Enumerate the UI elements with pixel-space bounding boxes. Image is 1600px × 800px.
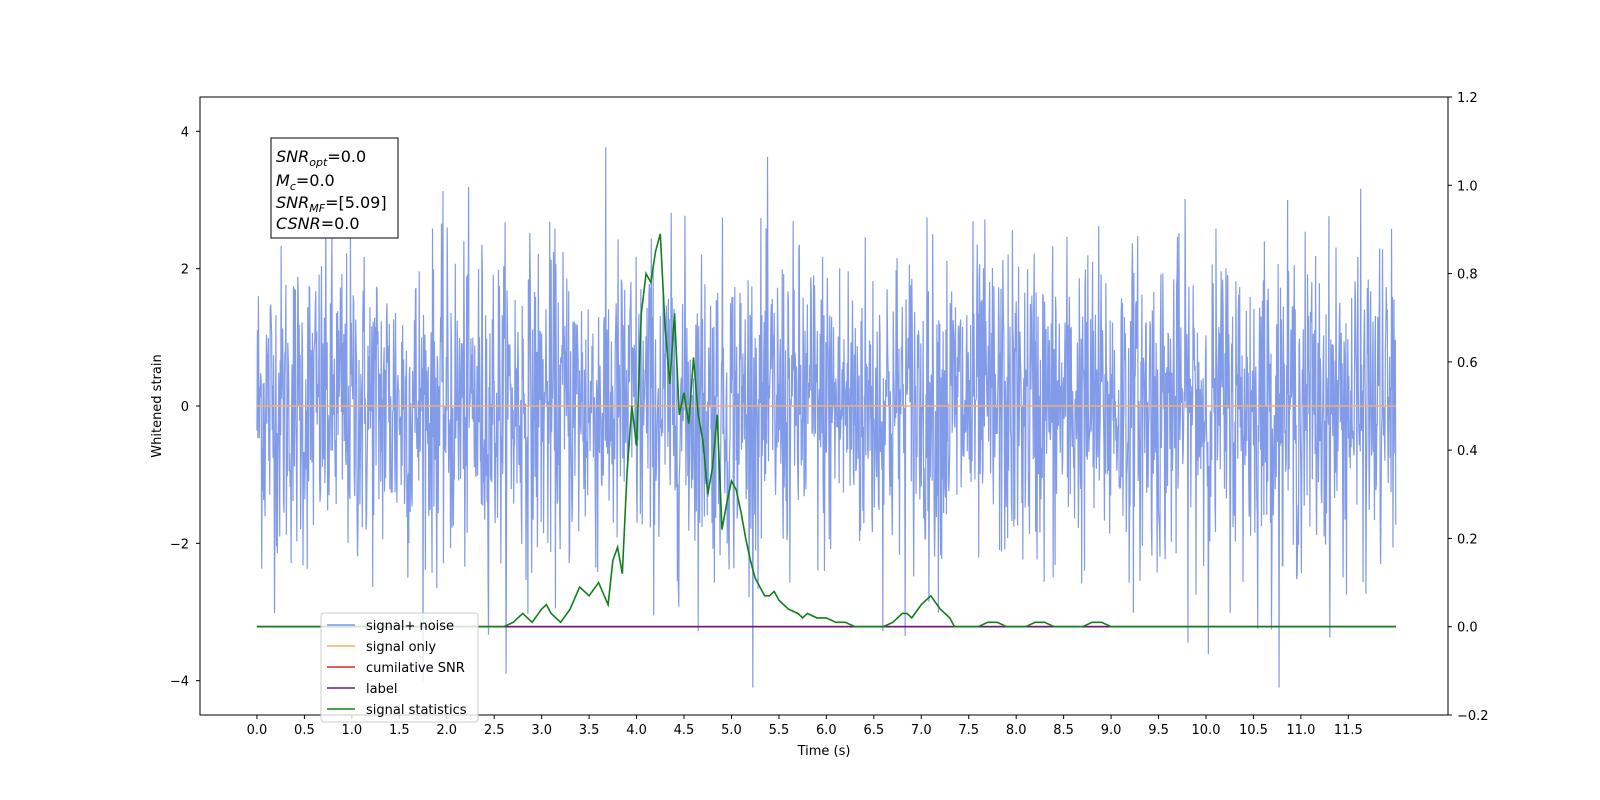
svg-text:SNRMF=[5.09]: SNRMF=[5.09]	[276, 193, 387, 215]
snr-opt-main: SNR	[276, 147, 309, 166]
legend-label: signal+ noise	[366, 619, 454, 634]
mc-sub: c	[290, 180, 296, 193]
x-tick-label: 5.0	[721, 723, 742, 738]
legend-label: cumilative SNR	[366, 661, 465, 676]
x-tick-label: 10.5	[1239, 723, 1268, 738]
x-tick-label: 4.0	[626, 723, 647, 738]
x-tick-label: 0.0	[247, 723, 268, 738]
x-tick-label: 11.0	[1286, 723, 1315, 738]
y-tick-label: 4	[181, 125, 189, 140]
snr-mf-sub: MF	[309, 202, 325, 215]
x-tick-label: 9.5	[1148, 723, 1169, 738]
x-tick-label: 7.0	[911, 723, 932, 738]
series-line-signal-statistics	[256, 233, 1396, 628]
y-tick-label: −4	[170, 675, 189, 690]
y-tick-label: 0	[181, 400, 189, 415]
x-tick-label: 2.0	[436, 723, 457, 738]
x-tick-label: 8.5	[1053, 723, 1074, 738]
x-axis-label: Time (s)	[797, 744, 851, 759]
snr-opt-sub: opt	[309, 156, 328, 169]
x-tick-label: 2.5	[484, 723, 505, 738]
y2-tick-label: 0.0	[1457, 621, 1478, 636]
x-tick-label: 6.5	[863, 723, 884, 738]
snr-mf-main: SNR	[276, 193, 309, 212]
y2-tick-label: 1.2	[1457, 91, 1478, 106]
x-tick-label: 1.5	[389, 723, 410, 738]
x-tick-label: 3.5	[579, 723, 600, 738]
legend: signal+ noise signal only cumilative SNR la…	[320, 612, 479, 723]
x-tick-label: 7.5	[958, 723, 979, 738]
y2-tick-label: 0.8	[1457, 268, 1478, 283]
mc-value: =0.0	[296, 171, 335, 190]
svg-text:Mc=0.0: Mc=0.0	[276, 171, 335, 193]
x-tick-label: 11.5	[1334, 723, 1363, 738]
legend-label: label	[366, 682, 397, 697]
y2-tick-label: 0.2	[1457, 532, 1478, 547]
y-tick-label: 2	[181, 263, 189, 278]
legend-label: signal statistics	[366, 703, 467, 718]
x-tick-label: 6.0	[816, 723, 837, 738]
x-tick-label: 10.0	[1192, 723, 1221, 738]
snr-opt-value: =0.0	[327, 147, 366, 166]
x-tick-label: 8.0	[1006, 723, 1027, 738]
y-tick-label: −2	[170, 537, 189, 552]
x-tick-label: 3.0	[531, 723, 552, 738]
csnr-main: CSNR	[276, 214, 321, 233]
y2-tick-label: 1.0	[1457, 179, 1478, 194]
legend-label: signal only	[366, 640, 436, 655]
svg-text:CSNR=0.0: CSNR=0.0	[276, 214, 360, 233]
y2-tick-label: −0.2	[1457, 709, 1489, 724]
snr-mf-value: =[5.09]	[325, 193, 387, 212]
x-tick-label: 4.5	[674, 723, 695, 738]
y2-tick-label: 0.4	[1457, 444, 1478, 459]
series-line-signal-noise	[256, 147, 1397, 688]
x-tick-label: 1.0	[342, 723, 363, 738]
x-tick-label: 0.5	[294, 723, 315, 738]
annotation-box: SNRopt=0.0 Mc=0.0 SNRMF=[5.09] CSNR=0.0	[270, 137, 399, 239]
y2-tick-label: 0.6	[1457, 356, 1478, 371]
mc-main: M	[276, 171, 290, 190]
svg-text:SNRopt=0.0: SNRopt=0.0	[276, 147, 366, 169]
y-axis-label: Whitened strain	[150, 354, 165, 457]
csnr-value: =0.0	[321, 214, 360, 233]
x-tick-label: 5.5	[769, 723, 790, 738]
x-tick-label: 9.0	[1101, 723, 1122, 738]
